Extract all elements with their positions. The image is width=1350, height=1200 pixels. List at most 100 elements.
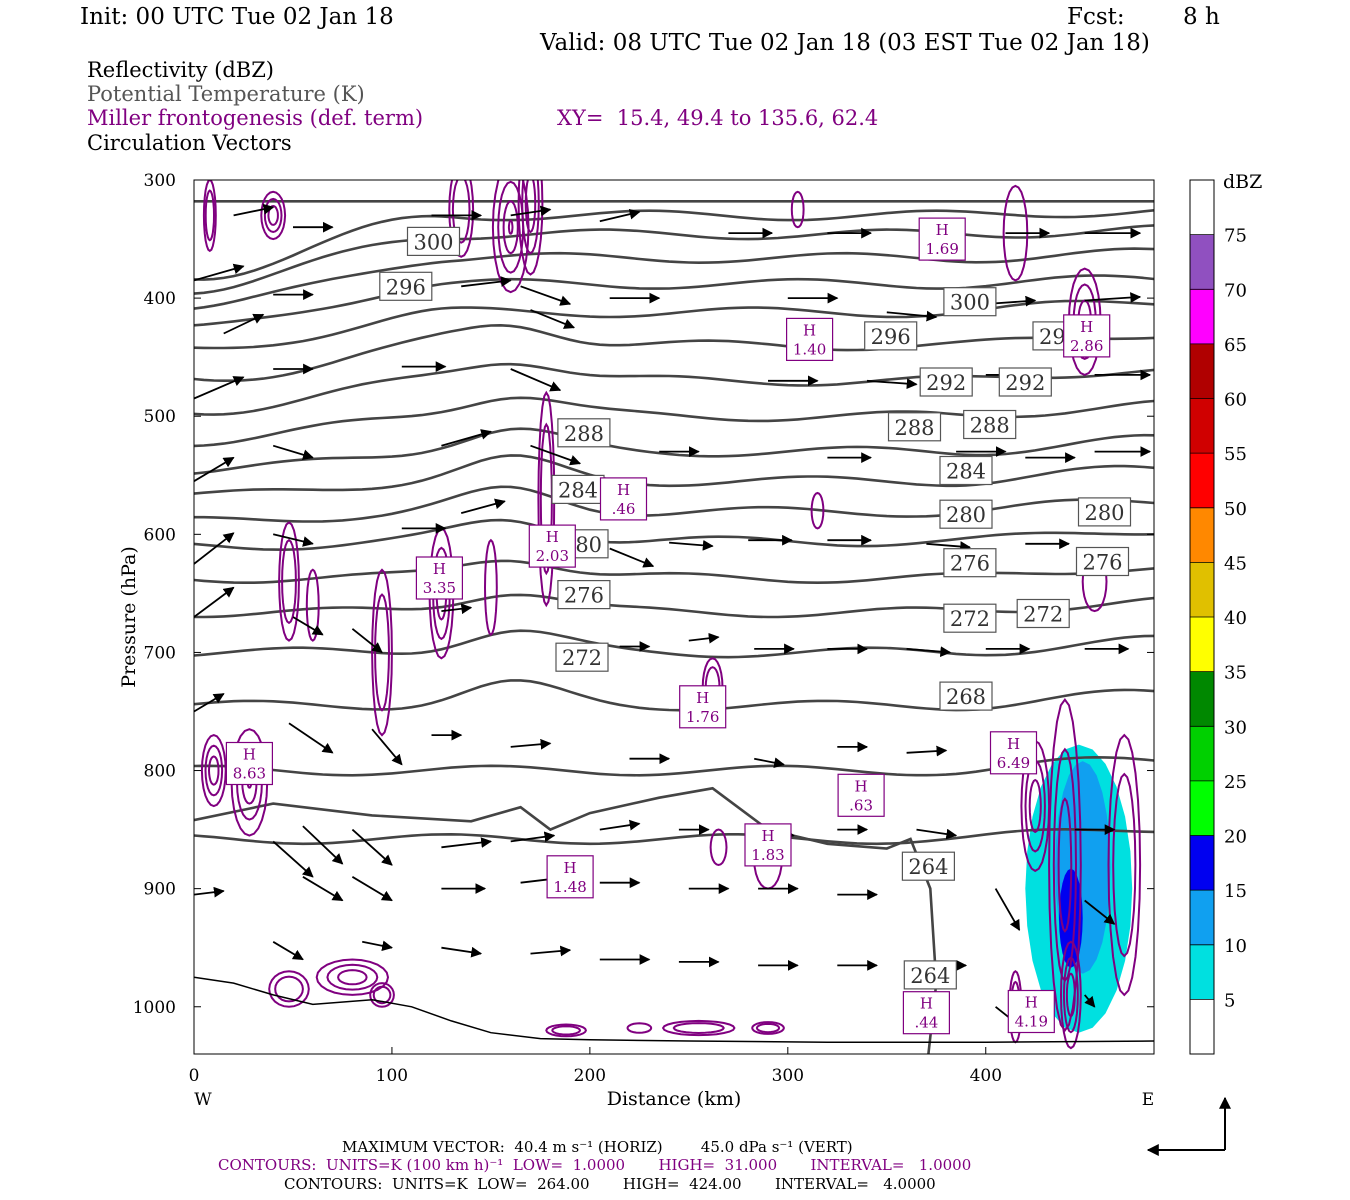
circulation-vector [906,745,948,757]
circulation-vector [441,946,483,958]
theta-label-box [551,474,605,504]
frontogenesis-contour [1057,797,1073,933]
circulation-vector [194,456,235,482]
theta-contour-label: 292 [919,367,973,397]
colorbar-swatch [1190,234,1214,290]
legend-frontogenesis: Miller frontogenesis (def. term) [87,106,424,130]
theta-isentrope [194,559,1154,585]
colorbar-tick-label: 65 [1224,335,1247,356]
maximum-value: 2.86 [1070,337,1103,355]
circulation-vector [351,876,393,902]
theta-label-box [919,367,973,397]
frontogenesis-maximum: H3.35 [415,556,463,600]
theta-isentrope [194,224,1154,295]
theta-label-text: 268 [946,685,986,709]
y-tick-label: 500 [144,407,176,427]
theta-contour-label: 276 [943,548,997,578]
theta-contour-label: 296 [379,271,433,301]
colorbar-tick-label: 70 [1224,280,1247,301]
west-label: W [194,1090,212,1110]
theta-isentrope [194,485,1154,523]
maximum-marker: H [696,689,709,707]
theta-contour-label: 300 [406,226,461,256]
circulation-vector [1084,994,1096,1008]
maximum-marker: H [1007,735,1020,753]
x-tick-label: 0 [189,1066,200,1086]
y-tick-label: 800 [144,762,176,782]
theta-contour-label: 300 [943,287,997,317]
maximum-marker: H [761,827,774,845]
plot-frame [193,179,1155,1055]
x-axis-ticks: 0 100 200 300 400 [189,1047,1002,1086]
theta-label-box [1075,546,1130,577]
frontogenesis-contour [751,1021,785,1035]
frontogenesis-maximum: H1.69 [918,217,966,261]
theta-isentrope [194,274,1154,327]
theta-label-text: 272 [1023,603,1063,627]
maximum-value: 1.40 [793,340,826,358]
frontogenesis-maximum: H1.83 [744,823,792,867]
frontogenesis-maxima: H1.69H1.40H.46H2.03H3.35H2.86H1.76H8.63H… [225,217,1111,1035]
frontogenesis-contour [551,1025,582,1036]
maximum-box [415,556,463,600]
theta-contour-label: 288 [887,412,942,442]
theta-contour-label: 288 [557,418,611,448]
circulation-vector [866,378,918,390]
valid-time: Valid: 08 UTC Tue 02 Jan 18 (03 EST Tue … [540,30,1150,56]
theta-label-text: 300 [950,291,990,315]
theta-label-text: 272 [950,607,990,631]
theta-label-box [939,455,993,486]
frontogenesis-maximum: H6.49 [989,731,1038,775]
frontogenesis-contour [672,1022,725,1035]
maximum-value: 4.19 [1015,1013,1048,1031]
y-tick-label: 300 [144,171,176,191]
cross-section-coordinates: XY= 15.4, 49.4 to 135.6, 62.4 [557,106,879,130]
colorbar-swatch [1190,835,1214,891]
legend-reflectivity: Reflectivity (dBZ) [87,58,275,82]
frontogenesis-contour [1112,772,1137,958]
theta-contour-label: 276 [557,579,611,610]
frontogenesis-maximum: H8.63 [225,741,273,786]
maximum-marker: H [803,321,816,339]
east-label: E [1142,1090,1154,1110]
circulation-vector [754,757,785,769]
maximum-value: 8.63 [233,765,266,783]
x-tick-label: 200 [574,1066,606,1086]
theta-contour-label: 296 [864,321,918,351]
theta-label-text: 272 [562,646,602,670]
circulation-vector [599,208,641,223]
colorbar-swatch [1190,617,1214,672]
frontogenesis-contours [200,180,1142,1050]
theta-isentrope [194,247,1154,310]
circulation-vector [530,309,576,329]
circulation-vector [994,888,1021,931]
colorbar-swatch-below-5 [1190,999,1214,1054]
maximum-marker: H [546,528,559,546]
theta-isentrope [194,454,1154,495]
circulation-vector [371,728,403,766]
x-axis-title: Distance (km) [607,1088,742,1110]
frontogenesis-contour [268,970,310,1008]
circulation-vector [1084,899,1116,925]
maximum-value: 1.69 [925,240,958,258]
footer-max-vector: MAXIMUM VECTOR: 40.4 m s⁻¹ (HORIZ) 45.0 … [342,1138,853,1156]
forecast-label: Fcst: [1067,4,1125,30]
circulation-vector [460,498,506,514]
frontogenesis-contour [451,180,471,244]
colorbar-tick-label: 45 [1224,553,1247,574]
maximum-box [225,741,273,786]
circulation-vector [292,616,324,636]
y-axis-title: Pressure (hPa) [118,546,140,688]
frontogenesis-contour [537,390,556,608]
frontogenesis-contour [278,521,300,642]
maximum-marker: H [855,777,868,795]
frontogenesis-contour [709,828,728,867]
frontogenesis-maximum: H.46 [599,477,648,521]
maximum-box [1007,989,1055,1034]
circulation-vector [288,722,334,754]
circulation-vector [510,368,562,392]
maximum-box [546,855,594,899]
theta-label-text: 292 [926,371,966,395]
